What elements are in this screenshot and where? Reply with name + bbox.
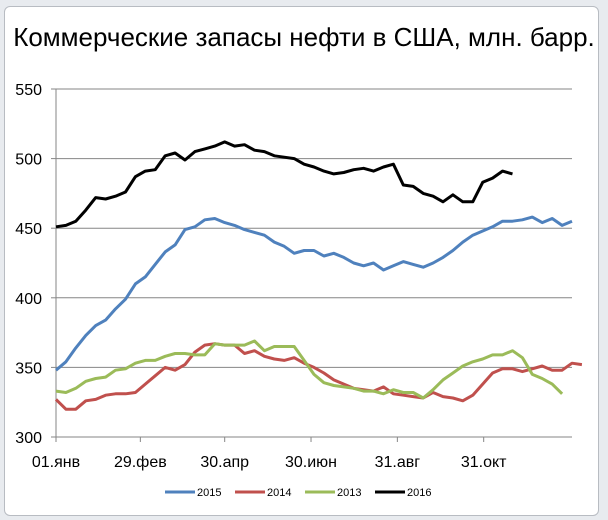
x-tick-label: 31.окт [461, 454, 507, 471]
series-line-2013 [55, 339, 564, 400]
legend-label-2015: 2015 [197, 487, 221, 499]
chart-frame [4, 6, 599, 516]
y-tick-label: 300 [15, 430, 42, 447]
axes: 300 350 400 450 500 550 01.янв 29.фев 30.апр 30.и… [15, 82, 572, 471]
legend-label-2013: 2013 [337, 487, 361, 499]
legend-label-2016: 2016 [407, 487, 431, 499]
y-tick-label: 500 [15, 152, 42, 169]
x-tick-label: 30.июн [285, 454, 337, 471]
chart-title: Коммерческие запасы нефти в США, млн. ба… [13, 22, 595, 52]
legend: 2015 2014 2013 2016 [165, 487, 431, 499]
legend-label-2014: 2014 [267, 487, 291, 499]
y-tick-label: 450 [15, 221, 42, 238]
series-lines [54, 140, 583, 411]
x-tick-label: 01.янв [32, 454, 80, 471]
y-tick-label: 350 [15, 360, 42, 377]
x-tick-label: 30.апр [200, 454, 249, 471]
y-tick-label: 550 [15, 82, 42, 99]
series-line-2014 [54, 342, 583, 411]
x-tick-label: 31.авг [375, 454, 421, 471]
gridlines [56, 88, 572, 368]
x-tick-label: 29.фев [114, 454, 167, 471]
series-line-2015 [55, 215, 573, 372]
y-tick-label: 400 [15, 291, 42, 308]
series-line-2016 [55, 140, 513, 229]
